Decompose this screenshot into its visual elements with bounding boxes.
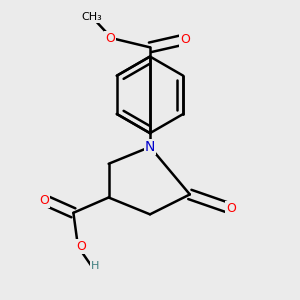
Text: O: O xyxy=(105,32,115,45)
Text: CH₃: CH₃ xyxy=(81,12,102,22)
Text: O: O xyxy=(180,33,190,46)
Text: O: O xyxy=(39,194,49,207)
Text: O: O xyxy=(226,202,236,215)
Text: N: N xyxy=(145,140,155,154)
Text: O: O xyxy=(76,240,86,253)
Text: H: H xyxy=(91,261,99,272)
